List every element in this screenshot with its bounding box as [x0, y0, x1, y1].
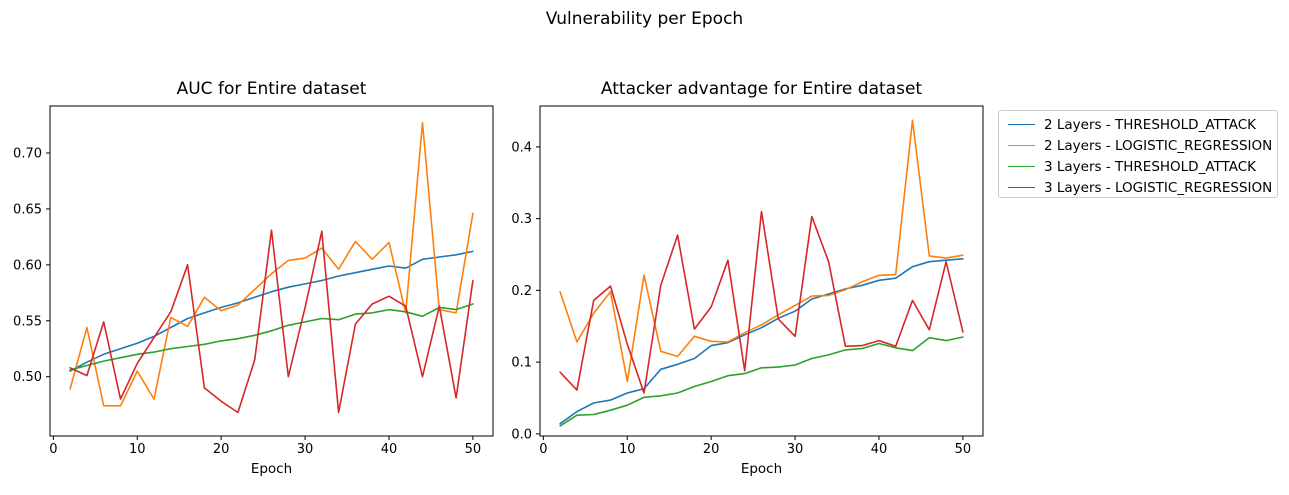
legend-line-swatch-red	[1008, 187, 1035, 188]
series-line	[559, 210, 964, 394]
legend-line-swatch-blue	[1008, 124, 1035, 125]
x-tick-label: 20	[703, 442, 720, 457]
legend: 2 Layers - THRESHOLD_ATTACK 2 Layers - L…	[998, 110, 1278, 198]
series-line	[69, 229, 474, 414]
y-tick-label: 0.3	[511, 212, 532, 227]
left-plot: 0 10 20 30 40 50 0.50 0.55 0.60 0.65 0.70	[13, 105, 494, 457]
right-plot-xlabel: Epoch	[740, 461, 783, 477]
x-tick-label: 0	[539, 442, 547, 457]
legend-entry: 2 Layers - LOGISTIC_REGRESSION	[1008, 135, 1273, 156]
legend-line-swatch-green	[1008, 166, 1035, 167]
legend-entry: 2 Layers - THRESHOLD_ATTACK	[1008, 114, 1269, 135]
series-line	[69, 303, 474, 371]
x-tick-label: 30	[297, 442, 314, 457]
right-plot: 0 10 20 30 40 50 0.0 0.1 0.2 0.3 0.4	[511, 105, 984, 457]
legend-line-swatch-orange	[1008, 145, 1035, 146]
series-line	[69, 122, 474, 407]
legend-entry: 3 Layers - THRESHOLD_ATTACK	[1008, 156, 1269, 177]
series-line	[559, 119, 964, 383]
axes-spines	[49, 105, 494, 437]
x-tick-label: 50	[465, 442, 482, 457]
series-line	[559, 257, 964, 425]
y-tick-label: 0.55	[13, 314, 42, 329]
legend-label: 3 Layers - LOGISTIC_REGRESSION	[1044, 179, 1273, 196]
y-tick-label: 0.60	[13, 258, 42, 273]
legend-label: 2 Layers - THRESHOLD_ATTACK	[1044, 116, 1256, 133]
series-line	[559, 336, 964, 427]
right-plot-title: Attacker advantage for Entire dataset	[600, 79, 923, 99]
x-tick-label: 20	[213, 442, 230, 457]
left-plot-title: AUC for Entire dataset	[176, 79, 367, 99]
y-tick-label: 0.1	[511, 356, 532, 371]
y-tick-label: 0.2	[511, 284, 532, 299]
x-tick-label: 40	[381, 442, 398, 457]
x-tick-label: 10	[129, 442, 146, 457]
y-tick-label: 0.50	[13, 370, 42, 385]
legend-entry: 3 Layers - LOGISTIC_REGRESSION	[1008, 177, 1273, 198]
x-tick-label: 50	[955, 442, 972, 457]
legend-label: 3 Layers - THRESHOLD_ATTACK	[1044, 158, 1256, 175]
x-tick-label: 10	[619, 442, 636, 457]
series-line	[69, 250, 474, 372]
y-tick-label: 0.70	[13, 146, 42, 161]
legend-label: 2 Layers - LOGISTIC_REGRESSION	[1044, 137, 1273, 154]
x-tick-label: 40	[871, 442, 888, 457]
x-tick-label: 0	[49, 442, 57, 457]
left-plot-xlabel: Epoch	[250, 461, 293, 477]
y-tick-label: 0.4	[511, 140, 532, 155]
y-tick-label: 0.65	[13, 202, 42, 217]
x-tick-label: 30	[787, 442, 804, 457]
axes-spines	[539, 105, 984, 437]
y-tick-label: 0.0	[511, 427, 532, 442]
figure-suptitle: Vulnerability per Epoch	[545, 9, 744, 29]
